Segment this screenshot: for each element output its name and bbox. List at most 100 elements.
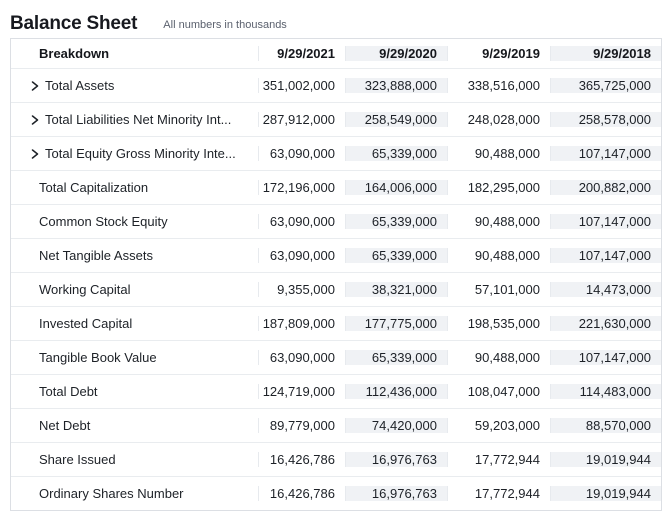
row-label-cell: Ordinary Shares Number: [11, 486, 258, 501]
cell-value: 90,488,000: [447, 350, 550, 365]
row-label: Net Tangible Assets: [39, 248, 153, 263]
row-label-cell: Share Issued: [11, 452, 258, 467]
cell-value: 57,101,000: [447, 282, 550, 297]
row-label-cell: Tangible Book Value: [11, 350, 258, 365]
row-label-cell: Working Capital: [11, 282, 258, 297]
cell-value: 14,473,000: [550, 282, 661, 297]
cell-value: 187,809,000: [258, 316, 345, 331]
cell-value: 107,147,000: [550, 214, 661, 229]
table-row: Common Stock Equity 63,090,000 65,339,00…: [11, 204, 661, 238]
table-row: Total Liabilities Net Minority Int... 28…: [11, 102, 661, 136]
expand-chevron-icon[interactable]: [31, 80, 45, 91]
table-row: Total Capitalization 172,196,000 164,006…: [11, 170, 661, 204]
cell-value: 221,630,000: [550, 316, 661, 331]
cell-value: 365,725,000: [550, 78, 661, 93]
cell-value: 124,719,000: [258, 384, 345, 399]
column-header-date-2: 9/29/2020: [345, 46, 447, 61]
cell-value: 74,420,000: [345, 418, 447, 433]
cell-value: 16,976,763: [345, 452, 447, 467]
cell-value: 65,339,000: [345, 350, 447, 365]
table-header-row: Breakdown 9/29/2021 9/29/2020 9/29/2019 …: [11, 39, 661, 68]
cell-value: 182,295,000: [447, 180, 550, 195]
cell-value: 172,196,000: [258, 180, 345, 195]
cell-value: 177,775,000: [345, 316, 447, 331]
cell-value: 63,090,000: [258, 350, 345, 365]
table-row: Tangible Book Value 63,090,000 65,339,00…: [11, 340, 661, 374]
table-row: Total Equity Gross Minority Inte... 63,0…: [11, 136, 661, 170]
row-label-cell: Total Capitalization: [11, 180, 258, 195]
cell-value: 17,772,944: [447, 452, 550, 467]
row-label: Share Issued: [39, 452, 116, 467]
row-label-cell: Total Debt: [11, 384, 258, 399]
cell-value: 17,772,944: [447, 486, 550, 501]
row-label-cell[interactable]: Total Assets: [11, 78, 258, 93]
page-title: Balance Sheet: [10, 12, 138, 34]
row-label: Total Liabilities Net Minority Int...: [45, 112, 232, 127]
row-label: Total Equity Gross Minority Inte...: [45, 146, 236, 161]
row-label-cell: Net Tangible Assets: [11, 248, 258, 263]
cell-value: 89,779,000: [258, 418, 345, 433]
cell-value: 16,426,786: [258, 452, 345, 467]
cell-value: 114,483,000: [550, 384, 661, 399]
balance-sheet-table: Breakdown 9/29/2021 9/29/2020 9/29/2019 …: [10, 38, 662, 511]
cell-value: 107,147,000: [550, 248, 661, 263]
row-label: Tangible Book Value: [39, 350, 157, 365]
cell-value: 19,019,944: [550, 452, 661, 467]
column-header-date-1: 9/29/2021: [258, 46, 345, 61]
row-label: Common Stock Equity: [39, 214, 168, 229]
column-header-breakdown: Breakdown: [39, 46, 110, 61]
cell-value: 323,888,000: [345, 78, 447, 93]
cell-value: 351,002,000: [258, 78, 345, 93]
cell-value: 198,535,000: [447, 316, 550, 331]
column-header-date-3: 9/29/2019: [447, 46, 550, 61]
cell-value: 248,028,000: [447, 112, 550, 127]
cell-value: 88,570,000: [550, 418, 661, 433]
cell-value: 63,090,000: [258, 214, 345, 229]
table-row: Total Debt 124,719,000 112,436,000 108,0…: [11, 374, 661, 408]
row-label-cell[interactable]: Total Equity Gross Minority Inte...: [11, 146, 258, 161]
row-label-cell[interactable]: Total Liabilities Net Minority Int...: [11, 112, 258, 127]
cell-value: 258,578,000: [550, 112, 661, 127]
page-header: Balance Sheet All numbers in thousands: [0, 0, 670, 38]
table-row: Total Assets 351,002,000 323,888,000 338…: [11, 68, 661, 102]
row-label: Working Capital: [39, 282, 131, 297]
row-label: Total Capitalization: [39, 180, 149, 195]
cell-value: 107,147,000: [550, 350, 661, 365]
cell-value: 16,426,786: [258, 486, 345, 501]
cell-value: 65,339,000: [345, 146, 447, 161]
cell-value: 108,047,000: [447, 384, 550, 399]
row-label: Total Assets: [45, 78, 115, 93]
cell-value: 258,549,000: [345, 112, 447, 127]
cell-value: 63,090,000: [258, 146, 345, 161]
cell-value: 90,488,000: [447, 146, 550, 161]
cell-value: 287,912,000: [258, 112, 345, 127]
table-row: Ordinary Shares Number 16,426,786 16,976…: [11, 476, 661, 510]
column-header-date-4: 9/29/2018: [550, 46, 661, 61]
expand-chevron-icon[interactable]: [31, 148, 45, 159]
cell-value: 65,339,000: [345, 248, 447, 263]
cell-value: 38,321,000: [345, 282, 447, 297]
cell-value: 338,516,000: [447, 78, 550, 93]
cell-value: 164,006,000: [345, 180, 447, 195]
table-row: Invested Capital 187,809,000 177,775,000…: [11, 306, 661, 340]
table-row: Net Debt 89,779,000 74,420,000 59,203,00…: [11, 408, 661, 442]
cell-value: 90,488,000: [447, 214, 550, 229]
row-label-cell: Common Stock Equity: [11, 214, 258, 229]
table-row: Net Tangible Assets 63,090,000 65,339,00…: [11, 238, 661, 272]
cell-value: 200,882,000: [550, 180, 661, 195]
table-body: Total Assets 351,002,000 323,888,000 338…: [11, 68, 661, 510]
cell-value: 16,976,763: [345, 486, 447, 501]
cell-value: 90,488,000: [447, 248, 550, 263]
table-row: Share Issued 16,426,786 16,976,763 17,77…: [11, 442, 661, 476]
cell-value: 9,355,000: [258, 282, 345, 297]
cell-value: 107,147,000: [550, 146, 661, 161]
expand-chevron-icon[interactable]: [31, 114, 45, 125]
cell-value: 65,339,000: [345, 214, 447, 229]
row-label: Ordinary Shares Number: [39, 486, 184, 501]
cell-value: 63,090,000: [258, 248, 345, 263]
page-subtitle: All numbers in thousands: [163, 18, 287, 31]
row-label: Total Debt: [39, 384, 98, 399]
row-label-cell: Invested Capital: [11, 316, 258, 331]
cell-value: 59,203,000: [447, 418, 550, 433]
